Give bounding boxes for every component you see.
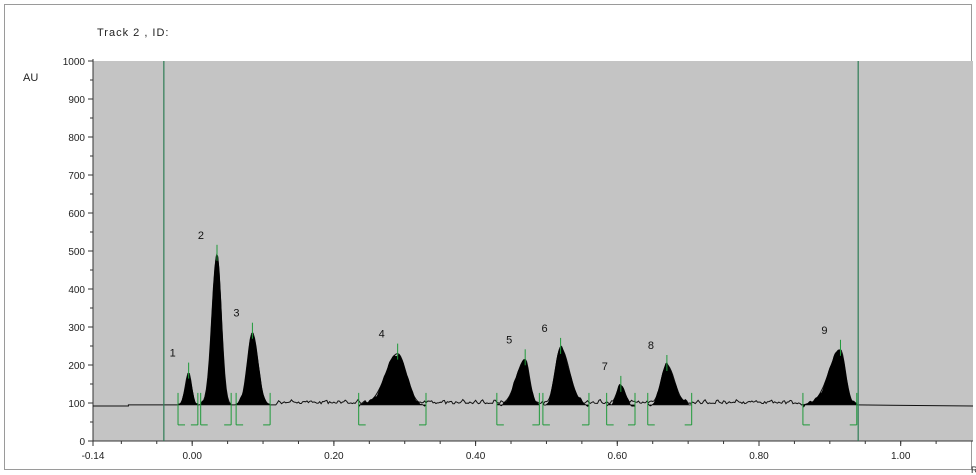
y-tick-label: 400 (68, 285, 85, 296)
peak-4 (358, 354, 427, 408)
peak-9 (802, 349, 858, 408)
y-tick-label: 700 (68, 171, 85, 182)
peak-label: 7 (602, 361, 608, 373)
peak-5 (496, 359, 541, 407)
x-tick-label: 0.40 (466, 451, 486, 462)
y-tick-label: 200 (68, 361, 85, 372)
densitogram-chart: 0 100 200 300 400 500 600 700 800 900 1000 -0.14 0.0… (63, 57, 973, 462)
chart-frame: Track 2 , ID: AU R 0 100 200 300 400 500 600 70… (4, 4, 976, 475)
y-tick-label: 600 (68, 209, 85, 220)
y-tick-label: 500 (68, 247, 85, 258)
peak-label: 5 (506, 334, 512, 346)
peak-label: 3 (233, 308, 239, 320)
peak-label: 2 (198, 230, 204, 242)
y-tick-label: 300 (68, 323, 85, 334)
y-tick-label: 800 (68, 133, 85, 144)
peak-label: 4 (379, 329, 385, 341)
peak-label: 9 (821, 325, 827, 337)
y-tick-label: 900 (68, 95, 85, 106)
y-tick-label: 1000 (63, 57, 86, 68)
peak-label: 1 (170, 348, 176, 360)
y-tick-label: 0 (79, 437, 85, 448)
x-tick-label: 0.20 (324, 451, 344, 462)
peak-3 (235, 334, 271, 406)
peak-label: 6 (542, 323, 548, 335)
track-title: Track 2 , ID: (97, 27, 170, 39)
x-tick-label: 0.80 (749, 451, 769, 462)
x-tick-label: 0.60 (608, 451, 628, 462)
peak-2 (200, 253, 232, 406)
peak-7 (606, 384, 636, 407)
y-tick-label: 100 (68, 399, 85, 410)
x-tick-label: 0.00 (182, 451, 202, 462)
x-tick-label: -0.14 (82, 451, 105, 462)
peak-6 (542, 345, 590, 407)
peak-8 (647, 362, 692, 407)
peak-label: 8 (648, 340, 654, 352)
x-axis-label: R (971, 465, 976, 475)
x-tick-label: 1.00 (891, 451, 911, 462)
y-axis-label: AU (23, 72, 39, 84)
